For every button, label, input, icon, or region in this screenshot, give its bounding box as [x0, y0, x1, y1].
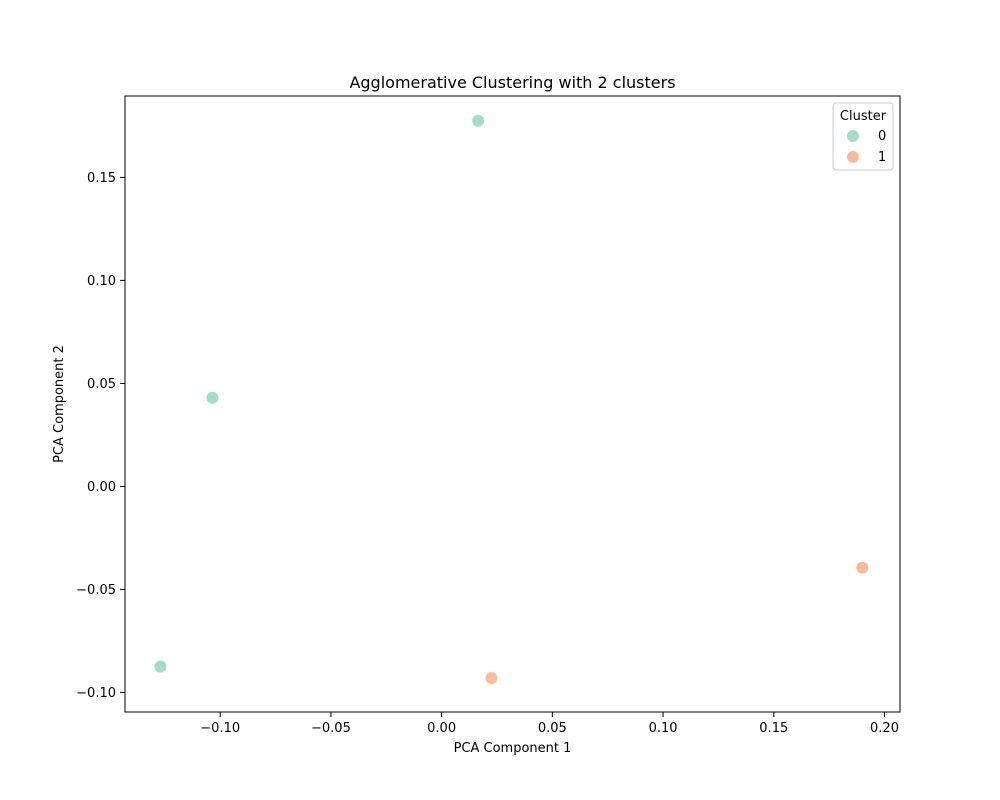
y-tick-label: 0.05	[87, 377, 116, 392]
scatter-point-cluster-0	[153, 659, 168, 674]
x-tick-label: 0.00	[427, 721, 456, 736]
y-tick-label: −0.05	[76, 583, 116, 598]
chart-title: Agglomerative Clustering with 2 clusters	[349, 73, 675, 92]
plot-area	[124, 95, 901, 713]
scatter-point-cluster-0	[205, 390, 220, 405]
x-axis: −0.10 −0.05 0.00 0.05 0.10 0.15 0.20	[200, 712, 899, 736]
legend-label-cluster-1: 1	[878, 150, 886, 165]
legend-marker-cluster-1	[846, 150, 860, 164]
legend: Cluster 0 1	[832, 102, 894, 171]
y-axis: −0.10 −0.05 0.00 0.05 0.10 0.15	[76, 171, 125, 701]
x-tick-label: −0.05	[311, 721, 351, 736]
y-axis-label: PCA Component 2	[52, 345, 67, 463]
legend-title: Cluster	[840, 109, 887, 124]
legend-marker-cluster-0	[846, 129, 860, 143]
scatter-point-cluster-0	[471, 113, 486, 128]
y-tick-label: 0.10	[87, 274, 116, 289]
x-tick-label: 0.20	[870, 721, 899, 736]
x-tick-label: 0.15	[759, 721, 788, 736]
x-axis-label: PCA Component 1	[454, 741, 572, 756]
scatter-point-cluster-1	[855, 560, 870, 575]
y-tick-label: −0.10	[76, 686, 116, 701]
y-tick-label: 0.15	[87, 171, 116, 186]
legend-label-cluster-0: 0	[878, 129, 886, 144]
x-tick-label: −0.10	[200, 721, 240, 736]
y-tick-label: 0.00	[87, 480, 116, 495]
x-tick-label: 0.05	[538, 721, 567, 736]
points-layer	[153, 113, 870, 686]
x-tick-label: 0.10	[649, 721, 678, 736]
scatter-point-cluster-1	[484, 671, 499, 686]
